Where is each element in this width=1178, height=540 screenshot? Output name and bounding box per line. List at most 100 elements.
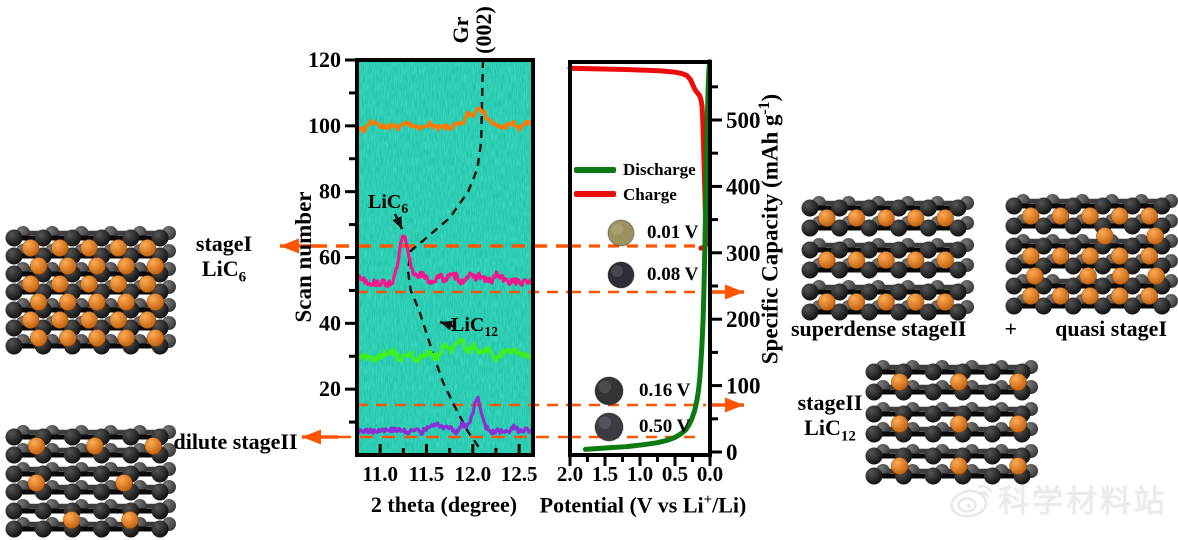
lithium-atom — [936, 293, 955, 311]
svg-text:40: 40 — [319, 310, 341, 335]
lithium-atom — [88, 257, 106, 275]
voltage-label-0.50V: 0.50 V — [639, 416, 691, 438]
lithium-atom — [877, 293, 895, 311]
stage2-lic12-label: stageII LiC12 — [797, 390, 863, 445]
lithium-atom — [138, 275, 157, 293]
lithium-atom — [80, 311, 98, 329]
lithium-atom — [1111, 267, 1130, 285]
lithium-atom — [21, 311, 40, 329]
svg-text:20: 20 — [319, 376, 341, 401]
svg-text:0.0: 0.0 — [697, 462, 723, 486]
lithium-atom — [877, 209, 895, 227]
lithium-atom — [121, 511, 139, 529]
lithium-atom — [906, 251, 925, 269]
lithium-atom — [27, 437, 46, 455]
echem-y-axis-label: Specific Capacity (mAh g-1) — [756, 93, 783, 365]
legend-discharge: Discharge — [574, 160, 696, 180]
lithium-atom — [27, 474, 46, 492]
lithium-atom — [109, 311, 128, 329]
lithium-atom — [1140, 247, 1159, 265]
discharge-curve — [582, 59, 713, 452]
lithium-atom — [21, 239, 40, 257]
discharge-line-swatch — [574, 166, 616, 173]
structure-dilute-stage2 — [5, 425, 176, 538]
lithium-atom — [117, 293, 136, 311]
lithium-atom — [1110, 287, 1129, 305]
lithium-atom — [890, 373, 909, 391]
xrd-x-axis-label: 2 theta (degree) — [370, 492, 518, 517]
lithium-atom — [847, 251, 866, 269]
electrode-disc-0.16V — [594, 376, 624, 406]
lithium-atom — [890, 415, 909, 433]
lithium-atom — [1021, 247, 1040, 265]
lithium-atom — [29, 329, 48, 347]
svg-text:11.0: 11.0 — [362, 462, 398, 486]
lithium-atom — [146, 293, 165, 311]
echem-panel-border — [568, 60, 712, 457]
lithium-atom — [50, 239, 69, 257]
xrd-plot-content — [359, 62, 531, 453]
svg-text:100: 100 — [726, 374, 761, 399]
lithium-atom — [1110, 207, 1129, 225]
lithium-atom — [1021, 207, 1040, 225]
lithium-atom — [80, 275, 98, 293]
lithium-atom — [88, 293, 106, 311]
lithium-atom — [949, 373, 968, 391]
lithium-atom — [906, 293, 925, 311]
lithium-atom — [1079, 267, 1097, 285]
svg-text:1.5: 1.5 — [592, 462, 618, 486]
lithium-atom — [949, 415, 968, 433]
lithium-atom — [21, 275, 40, 293]
electrode-disc-0.01V — [607, 219, 635, 247]
lithium-atom — [936, 209, 955, 227]
lithium-atom — [1140, 287, 1159, 305]
lithium-atom — [1146, 227, 1165, 245]
lic6-annotation-arrow — [392, 213, 404, 230]
lithium-atom — [1095, 227, 1114, 245]
lithium-atom — [1081, 247, 1099, 265]
lithium-atom — [1009, 457, 1027, 475]
lithium-atom — [906, 209, 925, 227]
lithium-atom — [88, 329, 106, 347]
svg-text:400: 400 — [726, 174, 761, 199]
dilute-stage2-label: dilute stageII — [173, 429, 298, 454]
lithium-atom — [109, 275, 128, 293]
electrode-disc-0.50V — [594, 412, 624, 442]
lithium-atom — [146, 329, 165, 347]
voltage-label-0.16V: 0.16 V — [639, 380, 691, 402]
lithium-atom — [85, 437, 104, 455]
charge-line-swatch — [574, 191, 616, 198]
svg-text:300: 300 — [726, 241, 761, 266]
svg-text:1.0: 1.0 — [627, 462, 653, 486]
lithium-atom — [936, 251, 955, 269]
svg-text:80: 80 — [319, 179, 341, 204]
lithium-atom — [58, 293, 77, 311]
svg-text:2.0: 2.0 — [557, 462, 583, 486]
lithium-atom — [817, 251, 836, 269]
xrd-panel-texture — [357, 60, 533, 455]
svg-text:200: 200 — [726, 307, 761, 332]
lithium-atom — [890, 457, 909, 475]
lithium-atom — [817, 209, 836, 227]
lithium-atom — [1009, 415, 1027, 433]
svg-text:100: 100 — [308, 113, 341, 138]
superdense-quasi-label: superdense stageII + quasi stageI — [791, 316, 1167, 341]
lithium-atom — [29, 293, 48, 311]
echem-x-axis-label: Potential (V vs Li+/Li) — [539, 492, 747, 518]
lithium-atom — [1110, 247, 1129, 265]
lithium-atom — [847, 209, 866, 227]
lithium-atom — [1009, 373, 1027, 391]
structure-superdense-stage2 — [801, 196, 974, 321]
svg-text:0.5: 0.5 — [662, 462, 688, 486]
lithium-atom — [1081, 207, 1099, 225]
lithium-atom — [29, 257, 48, 275]
echem-legend: Discharge Charge — [574, 160, 696, 204]
lithium-atom — [847, 293, 866, 311]
lithium-atom — [949, 457, 968, 475]
lithium-atom — [50, 311, 69, 329]
svg-text:500: 500 — [726, 108, 761, 133]
lithium-atom — [817, 293, 836, 311]
svg-text:60: 60 — [319, 245, 341, 270]
lithium-atom — [109, 239, 128, 257]
